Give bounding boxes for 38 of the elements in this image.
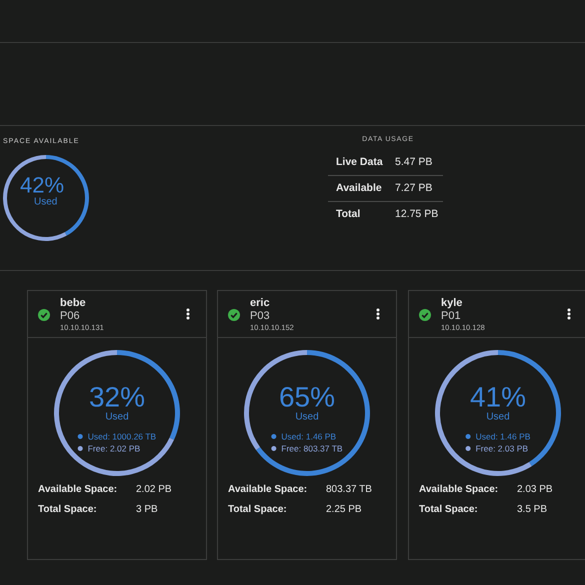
chart-subtitle: P03 (250, 310, 270, 322)
text: Live Data (336, 156, 383, 168)
text: 3.5 PB (517, 504, 548, 515)
text: 7.27 PB (395, 182, 432, 194)
text: Used (34, 196, 58, 208)
chart-title: kyle (441, 297, 462, 309)
text: Total (336, 208, 360, 220)
text: Available Space: (228, 484, 308, 495)
text: Total Space: (228, 504, 287, 515)
legend-label: Used: 1000.26 TB (88, 432, 156, 442)
legend-label: Used: 1.46 PB (281, 432, 336, 442)
data-label: 32% (88, 382, 146, 412)
legend-label: Free: 2.03 PB (476, 444, 528, 454)
legend-label: Free: 2.02 PB (88, 444, 141, 454)
text: Available Space: (419, 484, 498, 495)
text: 2.03 PB (517, 484, 553, 495)
chart-title: eric (250, 297, 270, 309)
text: Total Space: (419, 504, 478, 515)
text: 803.37 TB (326, 484, 372, 495)
text: 2.02 PB (136, 484, 172, 495)
text: Available Space: (38, 484, 118, 495)
text: Used (105, 412, 129, 422)
legend-label: Free: 803.37 TB (281, 444, 343, 454)
chart-title: bebe (60, 297, 86, 309)
text: 3 PB (136, 504, 158, 515)
text: Total Space: (38, 504, 97, 515)
text: Used (295, 412, 319, 422)
data-label: 42% (20, 172, 64, 198)
legend-label: Used: 1.46 PB (476, 432, 531, 442)
text: Used (486, 412, 510, 422)
data-label: 41% (470, 382, 526, 412)
text: 12.75 PB (395, 208, 438, 220)
chart-subtitle: P01 (441, 310, 461, 322)
text: 2.25 PB (326, 504, 362, 515)
text: Available (336, 182, 382, 194)
text: 5.47 PB (395, 156, 432, 168)
data-label: 65% (278, 382, 336, 412)
chart-subtitle: P06 (60, 310, 80, 322)
